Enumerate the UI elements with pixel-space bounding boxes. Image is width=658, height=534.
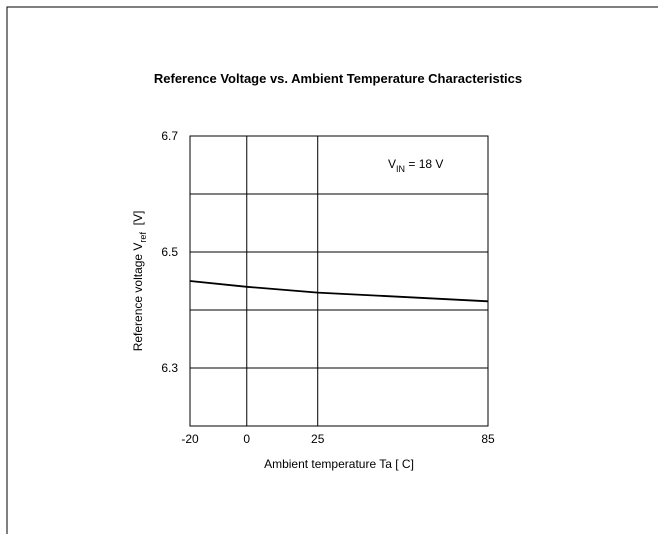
frame	[6, 6, 658, 534]
annotation-sub: IN	[396, 164, 405, 174]
data-line	[189, 280, 489, 303]
chart-title: Reference Voltage vs. Ambient Temperatur…	[154, 71, 522, 86]
x-tick-label: 25	[311, 432, 325, 446]
plot-area	[189, 135, 489, 427]
y-label-unit: [V]	[131, 211, 145, 232]
annotation: VIN = 18 V	[388, 157, 443, 174]
y-label-sub: ref	[138, 232, 148, 243]
y-tick-label: 6.7	[161, 129, 178, 143]
x-tick-label: -20	[181, 432, 199, 446]
y-tick-label: 6.5	[161, 245, 178, 259]
x-tick-label: 85	[481, 432, 495, 446]
x-axis-label: Ambient temperature Ta [ C]	[264, 457, 414, 471]
annotation-main: V	[388, 157, 396, 171]
annotation-rest: = 18 V	[405, 157, 443, 171]
y-tick-label: 6.3	[161, 361, 178, 375]
y-axis-label: Reference voltage Vref [V]	[131, 211, 148, 352]
y-label-main: Reference voltage V	[131, 243, 145, 352]
x-tick-label: 0	[243, 432, 250, 446]
